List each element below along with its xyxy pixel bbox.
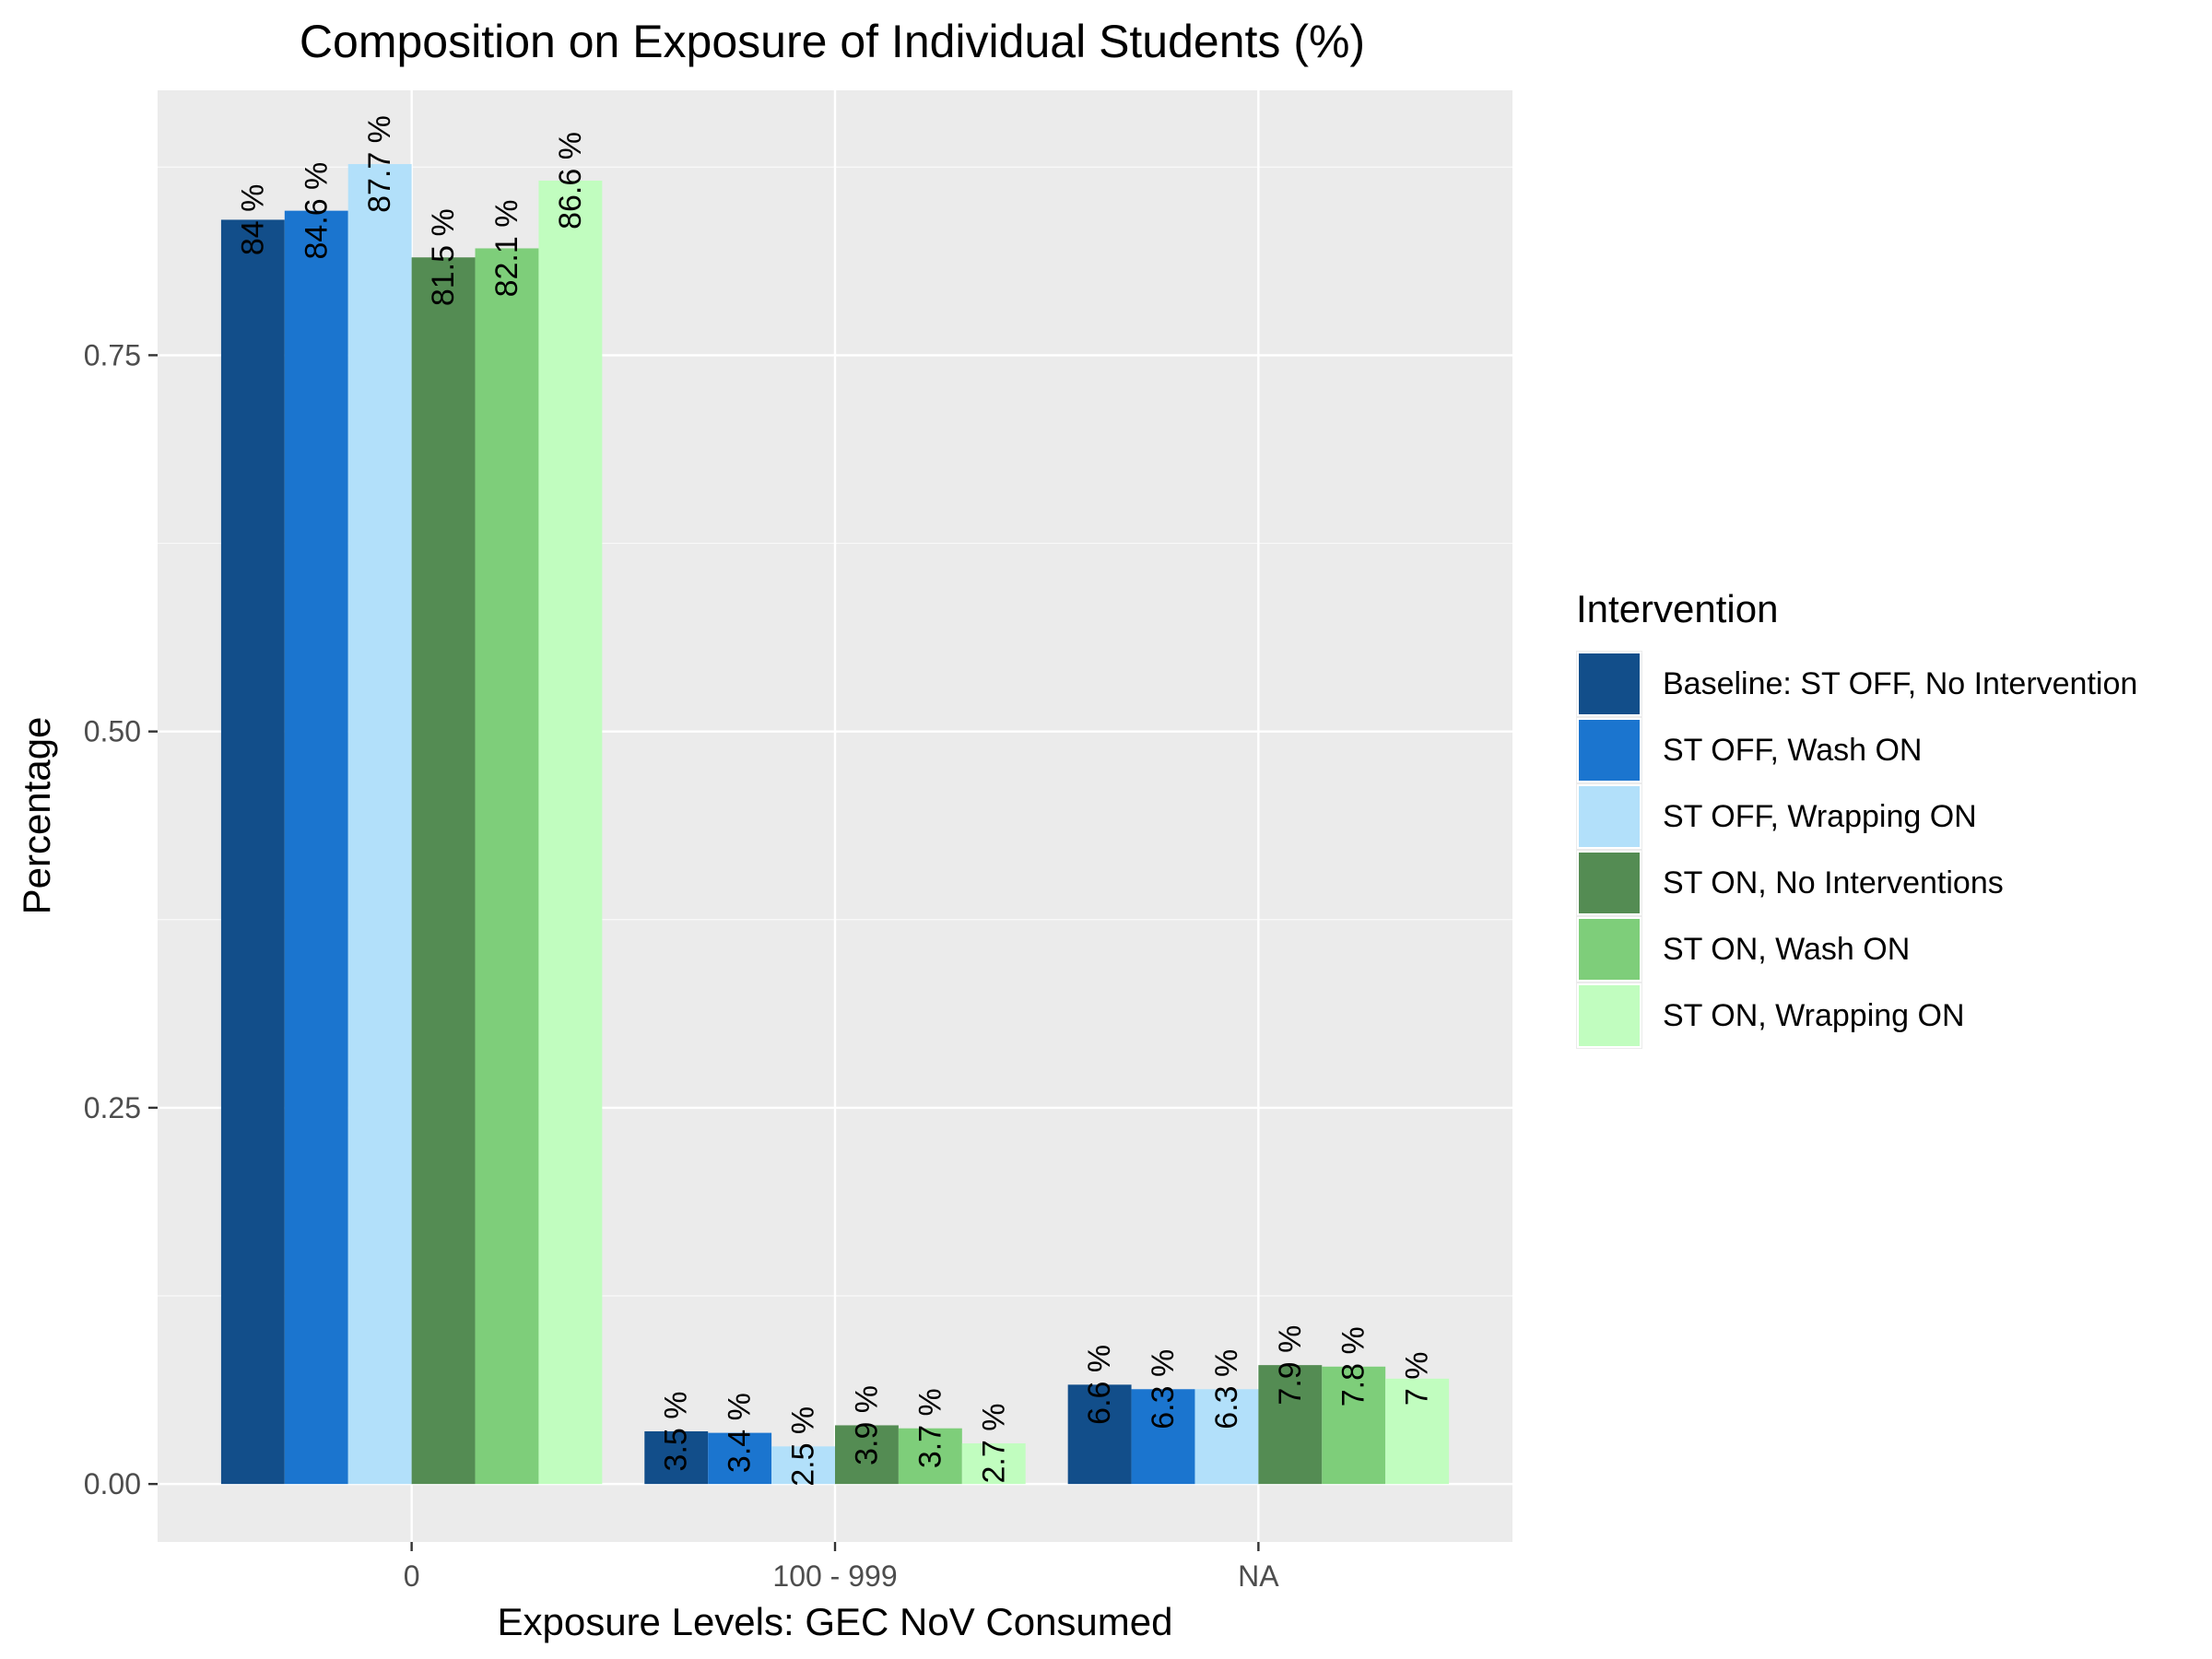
legend-item: ST ON, Wrapping ON <box>1576 982 1965 1049</box>
bar-value-label: 2.7 % <box>976 1404 1011 1484</box>
legend-item: Baseline: ST OFF, No Intervention <box>1576 651 2137 717</box>
bar <box>220 219 285 1485</box>
bar-value-label: 3.5 % <box>659 1392 694 1472</box>
bar <box>1067 1384 1132 1485</box>
legend-label: ST ON, Wash ON <box>1663 932 1910 967</box>
bar-value-label: 6.6 % <box>1082 1345 1117 1425</box>
legend-label: ST OFF, Wash ON <box>1663 733 1922 768</box>
legend-label: ST OFF, Wrapping ON <box>1663 799 1977 834</box>
bar-value-label: 6.3 % <box>1146 1349 1181 1430</box>
bar <box>538 180 603 1485</box>
legend-item: ST OFF, Wrapping ON <box>1576 783 1977 850</box>
legend-swatch <box>1577 917 1641 982</box>
y-tick-label: 0.00 <box>84 1467 141 1500</box>
bar <box>898 1428 962 1485</box>
bar <box>1322 1366 1386 1485</box>
x-tick-label: 0 <box>404 1559 420 1593</box>
x-tick-label: 100 - 999 <box>772 1559 897 1593</box>
bar <box>961 1443 1026 1485</box>
bar <box>708 1432 772 1485</box>
y-tick-label: 0.25 <box>84 1091 141 1124</box>
bar-value-label: 87.7 % <box>362 115 397 213</box>
bar-value-label: 7.9 % <box>1273 1325 1308 1406</box>
bar <box>347 164 412 1485</box>
legend-label: ST ON, Wrapping ON <box>1663 998 1965 1033</box>
legend: Intervention Baseline: ST OFF, No Interv… <box>1576 587 2137 1049</box>
legend-swatch <box>1577 718 1641 782</box>
bar-value-label: 84 % <box>235 184 270 256</box>
bar-value-label: 3.9 % <box>849 1385 884 1465</box>
bar <box>1258 1365 1323 1485</box>
bar <box>644 1430 709 1485</box>
y-axis-title: Percentage <box>15 717 58 915</box>
legend-swatch <box>1577 652 1641 716</box>
bar-value-label: 3.4 % <box>723 1393 758 1473</box>
bar-value-label: 7.8 % <box>1336 1326 1371 1406</box>
bar <box>411 257 476 1485</box>
bar <box>475 248 539 1485</box>
legend-items: Baseline: ST OFF, No Intervention ST OFF,… <box>1576 651 2137 1049</box>
chart-title: Composition on Exposure of Individual St… <box>300 16 1365 67</box>
bar-value-label: 3.7 % <box>912 1388 947 1468</box>
bar <box>284 210 348 1485</box>
axes: 0.00 0.25 0.50 0.75 0 100 - 999 NA <box>84 338 1280 1593</box>
bar-labels: 84 % 3.5 % 6.6 % 84.6 % 3.4 % 6.3 % 87.7 % 2.5 … <box>235 115 1434 1487</box>
legend-title: Intervention <box>1576 587 1778 630</box>
bar <box>835 1425 899 1485</box>
legend-label: Baseline: ST OFF, No Intervention <box>1663 666 2137 701</box>
legend-item: ST OFF, Wash ON <box>1576 717 1922 783</box>
bar-value-label: 7 % <box>1400 1352 1435 1406</box>
y-tick-label: 0.50 <box>84 715 141 748</box>
x-axis-title: Exposure Levels: GEC NoV Consumed <box>497 1600 1172 1643</box>
bar <box>1131 1389 1195 1485</box>
bar-value-label: 2.5 % <box>786 1406 821 1487</box>
y-tick-label: 0.75 <box>84 338 141 371</box>
bar-value-label: 81.5 % <box>426 208 461 306</box>
legend-item: ST ON, No Interventions <box>1576 850 2004 916</box>
x-tick-label: NA <box>1238 1559 1279 1593</box>
bar <box>771 1446 835 1485</box>
bar-value-label: 86.6 % <box>553 132 588 229</box>
legend-label: ST ON, No Interventions <box>1663 865 2004 900</box>
legend-swatch <box>1577 784 1641 849</box>
legend-item: ST ON, Wash ON <box>1576 916 1910 982</box>
bar <box>1385 1378 1450 1485</box>
bar <box>1194 1389 1259 1485</box>
legend-swatch <box>1577 851 1641 915</box>
bar-value-label: 82.1 % <box>489 200 524 298</box>
bar-value-label: 6.3 % <box>1209 1349 1244 1430</box>
bar-value-label: 84.6 % <box>299 162 334 260</box>
bars <box>220 164 1450 1485</box>
legend-swatch <box>1577 983 1641 1048</box>
